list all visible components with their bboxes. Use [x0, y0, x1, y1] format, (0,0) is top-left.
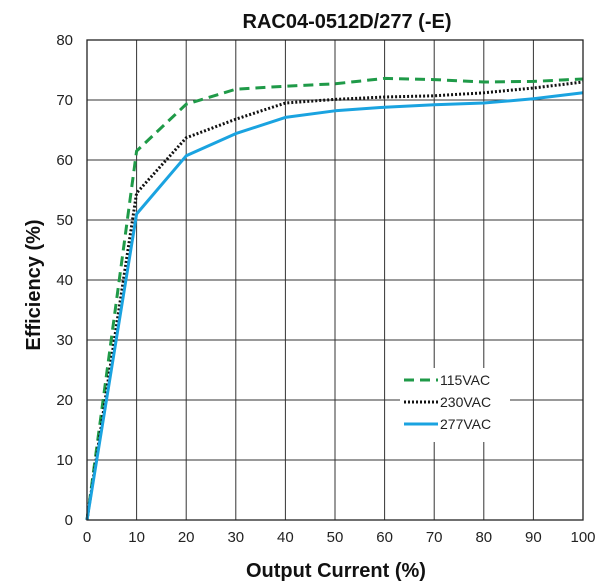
- series-lines: [85, 76, 584, 521]
- x-tick-label: 70: [426, 529, 443, 546]
- legend: 115VAC 230VAC 277VAC: [400, 368, 510, 442]
- series-line-230vac: [85, 80, 584, 521]
- y-tick-label: 40: [56, 272, 73, 289]
- x-tick-label: 80: [475, 529, 492, 546]
- series-line-115vac: [85, 76, 584, 521]
- y-tick-label: 0: [65, 512, 73, 529]
- y-tick-label: 80: [56, 32, 73, 49]
- x-axis-title: Output Current (%): [246, 560, 426, 582]
- tick-labels: 0 10 20 30 40 50 60 70 80 90 100 0 10 20 30 40 50 60 70 80: [56, 32, 595, 546]
- x-tick-label: 60: [376, 529, 393, 546]
- x-tick-label: 30: [227, 529, 244, 546]
- plot-frame: [86, 39, 584, 521]
- x-tick-label: 50: [327, 529, 344, 546]
- chart-title: RAC04-0512D/277 (-E): [243, 11, 452, 33]
- x-tick-label: 0: [83, 529, 91, 546]
- x-tick-label: 20: [178, 529, 195, 546]
- y-tick-label: 50: [56, 212, 73, 229]
- y-tick-label: 30: [56, 332, 73, 349]
- y-tick-label: 20: [56, 392, 73, 409]
- legend-label-277vac: 277VAC: [440, 416, 491, 432]
- legend-label-115vac: 115VAC: [440, 372, 490, 388]
- x-tick-label: 100: [570, 529, 595, 546]
- y-tick-label: 70: [56, 92, 73, 109]
- y-tick-label: 60: [56, 152, 73, 169]
- legend-background: [400, 368, 510, 442]
- x-tick-label: 90: [525, 529, 542, 546]
- legend-label-230vac: 230VAC: [440, 394, 491, 410]
- y-tick-label: 10: [56, 452, 73, 469]
- x-tick-label: 10: [128, 529, 145, 546]
- series-line-277vac: [85, 91, 584, 521]
- y-axis-title: Efficiency (%): [23, 219, 45, 350]
- x-tick-label: 40: [277, 529, 294, 546]
